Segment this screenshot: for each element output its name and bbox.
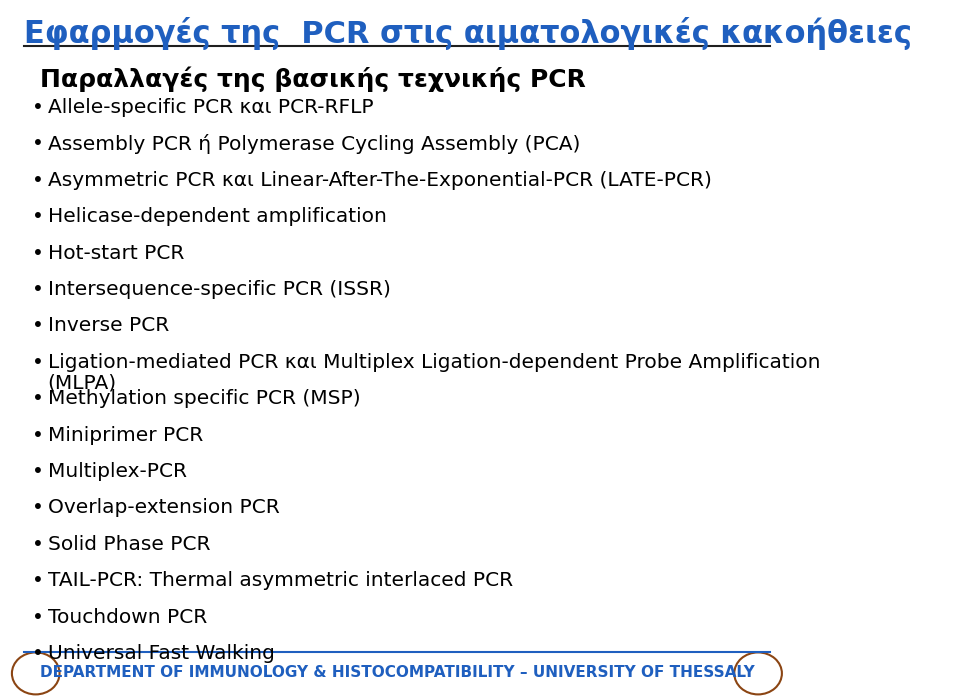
- Text: Touchdown PCR: Touchdown PCR: [48, 608, 206, 626]
- Text: Overlap-extension PCR: Overlap-extension PCR: [48, 498, 279, 517]
- Text: Helicase-dependent amplification: Helicase-dependent amplification: [48, 207, 387, 226]
- Text: •: •: [32, 134, 43, 153]
- Text: •: •: [32, 244, 43, 262]
- Text: Asymmetric PCR και Linear-After-The-Exponential-PCR (LATE-PCR): Asymmetric PCR και Linear-After-The-Expo…: [48, 171, 711, 190]
- Text: TAIL-PCR: Thermal asymmetric interlaced PCR: TAIL-PCR: Thermal asymmetric interlaced …: [48, 571, 513, 590]
- Text: •: •: [32, 353, 43, 372]
- Text: (MLPA): (MLPA): [48, 374, 117, 393]
- Text: Multiplex-PCR: Multiplex-PCR: [48, 462, 186, 481]
- Text: Solid Phase PCR: Solid Phase PCR: [48, 535, 210, 554]
- Text: DEPARTMENT OF IMMUNOLOGY & HISTOCOMPATIBILITY – UNIVERSITY OF THESSALY: DEPARTMENT OF IMMUNOLOGY & HISTOCOMPATIB…: [39, 665, 755, 680]
- Text: •: •: [32, 98, 43, 117]
- Text: •: •: [32, 316, 43, 335]
- Text: Intersequence-specific PCR (ISSR): Intersequence-specific PCR (ISSR): [48, 280, 391, 299]
- Text: Assembly PCR ή Polymerase Cycling Assembly (PCA): Assembly PCR ή Polymerase Cycling Assemb…: [48, 134, 580, 155]
- Text: •: •: [32, 462, 43, 481]
- Text: •: •: [32, 644, 43, 663]
- Text: •: •: [32, 498, 43, 517]
- Text: Ligation-mediated PCR και Multiplex Ligation-dependent Probe Amplification: Ligation-mediated PCR και Multiplex Liga…: [48, 353, 820, 372]
- Text: Miniprimer PCR: Miniprimer PCR: [48, 426, 203, 444]
- Text: •: •: [32, 207, 43, 226]
- Text: •: •: [32, 608, 43, 626]
- Text: Παραλλαγές της βασικής τεχνικής PCR: Παραλλαγές της βασικής τεχνικής PCR: [39, 66, 586, 92]
- Text: Hot-start PCR: Hot-start PCR: [48, 244, 184, 262]
- Text: •: •: [32, 535, 43, 554]
- Text: Εφαρμογές της  PCR στις αιματολογικές κακοήθειες: Εφαρμογές της PCR στις αιματολογικές κακ…: [24, 18, 912, 50]
- Text: Universal Fast Walking: Universal Fast Walking: [48, 644, 275, 663]
- Text: Methylation specific PCR (MSP): Methylation specific PCR (MSP): [48, 389, 360, 408]
- Text: •: •: [32, 389, 43, 408]
- Text: •: •: [32, 426, 43, 444]
- Text: •: •: [32, 571, 43, 590]
- Text: •: •: [32, 171, 43, 190]
- Text: Inverse PCR: Inverse PCR: [48, 316, 169, 335]
- Text: •: •: [32, 280, 43, 299]
- Text: Allele-specific PCR και PCR-RFLP: Allele-specific PCR και PCR-RFLP: [48, 98, 373, 117]
